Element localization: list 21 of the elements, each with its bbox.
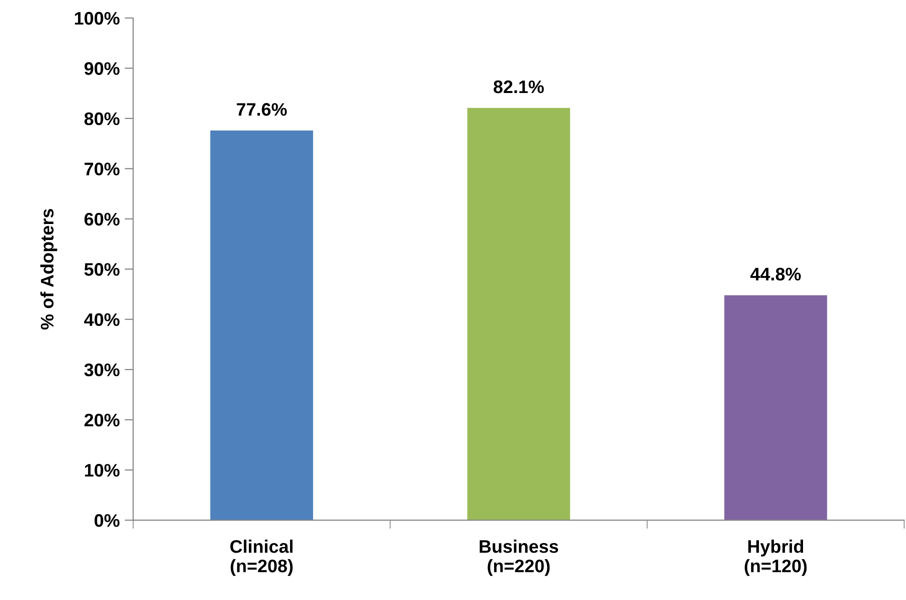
y-tick-label: 70% [84, 162, 120, 176]
y-tick-label: 20% [84, 414, 120, 426]
y-tick-label: 80% [84, 112, 120, 126]
x-tick-label: Business (n=220) [480, 540, 558, 576]
bar [210, 130, 314, 520]
bar [724, 295, 828, 520]
data-label: 82.1% [494, 80, 544, 94]
x-tick-label: Clinical (n=208) [230, 540, 293, 576]
y-axis-title: % of Adopters [40, 208, 58, 330]
y-tick-label: 10% [84, 464, 120, 477]
data-label: 77.6% [236, 103, 287, 116]
bar [467, 108, 570, 520]
y-tick-label: 100% [74, 12, 120, 25]
y-tick-label: 60% [84, 212, 120, 226]
y-tick-label: 30% [84, 363, 120, 376]
y-tick-label: 40% [84, 313, 120, 326]
y-tick-label: 90% [84, 62, 120, 75]
y-tick-label: 0% [94, 514, 120, 527]
data-label: 44.8% [750, 268, 801, 281]
x-tick-label: Hybrid (n=120) [744, 540, 807, 576]
y-tick-label: 50% [84, 263, 120, 276]
